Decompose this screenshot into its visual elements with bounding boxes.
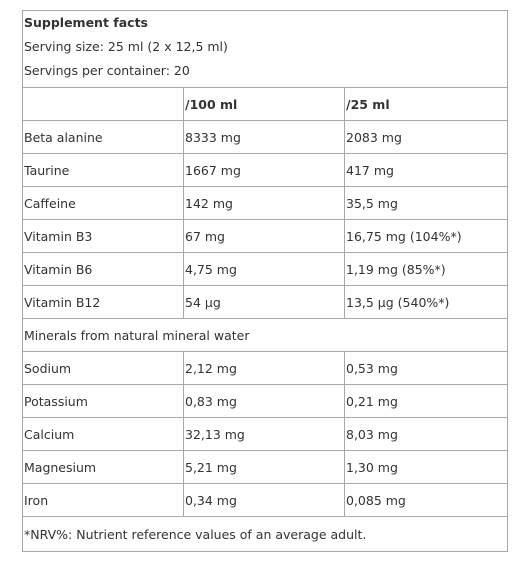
section-cell: Minerals from natural mineral water [21,318,509,352]
cell: Sodium [22,351,184,385]
section-row: Minerals from natural mineral water [21,318,509,352]
serving-size: Serving size: 25 ml (2 x 12,5 ml) [24,39,228,54]
cell: 1,19 mg (85%*) [343,252,509,286]
cell: Caffeine [22,186,184,220]
servings: Servings per container: 20 [24,63,190,78]
cell: Vitamin B6 [22,252,184,286]
cell: 0,21 mg [343,384,509,418]
nutrient-row: Beta alanine 8333 mg 2083 mg [22,120,509,154]
cell: 67 mg [183,219,345,253]
cell: 5,21 mg [183,450,345,484]
cell: Beta alanine [22,120,184,154]
cell: 417 mg [343,153,509,187]
cell: 0,34 mg [183,483,345,517]
nutrient-row: Taurine 1667 mg 417 mg [22,153,509,187]
nutrient-row: Sodium 2,12 mg 0,53 mg [22,351,509,385]
nutrient-row: Caffeine 142 mg 35,5 mg [22,186,509,220]
cell: 35,5 mg [343,186,509,220]
cell: 142 mg [183,186,345,220]
footnote-row: *NRV%: Nutrient reference values of an a… [21,516,509,552]
cell: Iron [22,483,184,517]
nutrient-row: Magnesium 5,21 mg 1,30 mg [22,450,509,484]
footnote: *NRV%: Nutrient reference values of an a… [21,516,509,552]
header-cell: /100 ml [183,87,345,121]
cell: 13,5 µg (540%*) [343,285,509,319]
cell: 0,53 mg [343,351,509,385]
facts-table: Supplement facts Serving size: 25 ml (2 … [21,10,509,552]
cell: Vitamin B3 [22,219,184,253]
cell: 8,03 mg [343,417,509,451]
cell: 54 µg [183,285,345,319]
cell: 16,75 mg (104%*) [343,219,509,253]
nutrient-row: Potassium 0,83 mg 0,21 mg [22,384,509,418]
info-row: Supplement facts Serving size: 25 ml (2 … [21,10,509,88]
cell: 1,30 mg [343,450,509,484]
cell: Taurine [22,153,184,187]
cell: 8333 mg [183,120,345,154]
cell: 32,13 mg [183,417,345,451]
header-cell [22,87,184,121]
cell: 1667 mg [183,153,345,187]
cell: Calcium [22,417,184,451]
cell: Magnesium [22,450,184,484]
cell: 0,83 mg [183,384,345,418]
cell: 2083 mg [343,120,509,154]
cell: 0,085 mg [343,483,509,517]
nutrient-row: Vitamin B3 67 mg 16,75 mg (104%*) [22,219,509,253]
nutrient-row: Vitamin B12 54 µg 13,5 µg (540%*) [22,285,509,319]
info-cell: Supplement facts Serving size: 25 ml (2 … [21,10,509,88]
nutrient-row: Calcium 32,13 mg 8,03 mg [22,417,509,451]
header-row: /100 ml /25 ml [22,87,509,121]
cell: Potassium [22,384,184,418]
cell: Vitamin B12 [22,285,184,319]
nutrient-row: Vitamin B6 4,75 mg 1,19 mg (85%*) [22,252,509,286]
nutrient-row: Iron 0,34 mg 0,085 mg [22,483,509,517]
title: Supplement facts [24,15,148,30]
cell: 4,75 mg [183,252,345,286]
header-cell: /25 ml [343,87,509,121]
cell: 2,12 mg [183,351,345,385]
table-body: Supplement facts Serving size: 25 ml (2 … [21,10,509,552]
